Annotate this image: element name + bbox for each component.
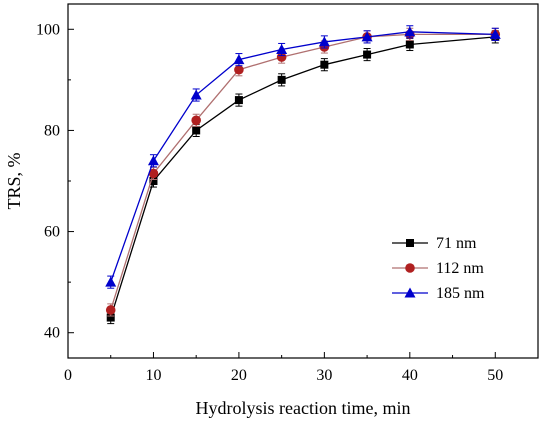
data-point — [234, 96, 243, 105]
y-axis: 40 60 80 100 — [36, 21, 74, 342]
data-point — [106, 313, 115, 322]
y-axis-title: TRS, % — [4, 152, 24, 209]
x-tick-label: 10 — [145, 367, 161, 384]
data-point — [148, 168, 159, 179]
legend-marker — [406, 239, 414, 247]
x-tick-label: 0 — [64, 367, 72, 384]
data-point — [404, 26, 416, 37]
series-layer — [105, 25, 501, 325]
legend-item: 185 nm — [392, 285, 485, 302]
y-tick-label: 40 — [44, 325, 60, 342]
data-point — [105, 305, 116, 315]
plot-frame — [67, 3, 539, 359]
data-point — [192, 126, 201, 135]
legend-label: 112 nm — [436, 260, 484, 277]
x-tick-label: 50 — [487, 367, 503, 384]
data-point — [361, 31, 373, 42]
x-tick-label: 30 — [316, 367, 332, 384]
data-point — [405, 40, 414, 49]
data-point — [233, 54, 245, 65]
data-point — [489, 28, 501, 39]
legend-label: 185 nm — [436, 285, 485, 302]
legend-label: 71 nm — [436, 235, 477, 252]
series-0 — [106, 30, 500, 325]
legend-item: 71 nm — [392, 235, 477, 252]
legend-item: 112 nm — [392, 260, 484, 277]
data-point — [149, 177, 158, 185]
data-point — [320, 60, 329, 69]
data-point — [234, 64, 244, 75]
x-axis: 0 10 20 30 40 50 — [64, 352, 539, 384]
data-point — [191, 115, 201, 126]
data-point — [277, 75, 286, 84]
x-axis-title: Hydrolysis reaction time, min — [196, 398, 411, 418]
data-point — [190, 89, 202, 100]
data-point — [363, 50, 372, 59]
x-tick-label: 20 — [231, 367, 247, 384]
x-tick-label: 40 — [402, 367, 418, 384]
data-point — [105, 276, 117, 287]
legend-marker — [405, 263, 415, 273]
data-point — [318, 36, 330, 47]
data-point — [147, 155, 159, 166]
legend-marker — [404, 287, 416, 298]
data-point — [276, 44, 288, 55]
y-tick-label: 100 — [36, 21, 60, 38]
series-2 — [105, 25, 501, 289]
data-point — [276, 52, 287, 62]
y-tick-label: 80 — [44, 122, 60, 139]
legend: 71 nm 112 nm 185 nm — [392, 235, 485, 302]
y-tick-label: 60 — [44, 224, 60, 241]
